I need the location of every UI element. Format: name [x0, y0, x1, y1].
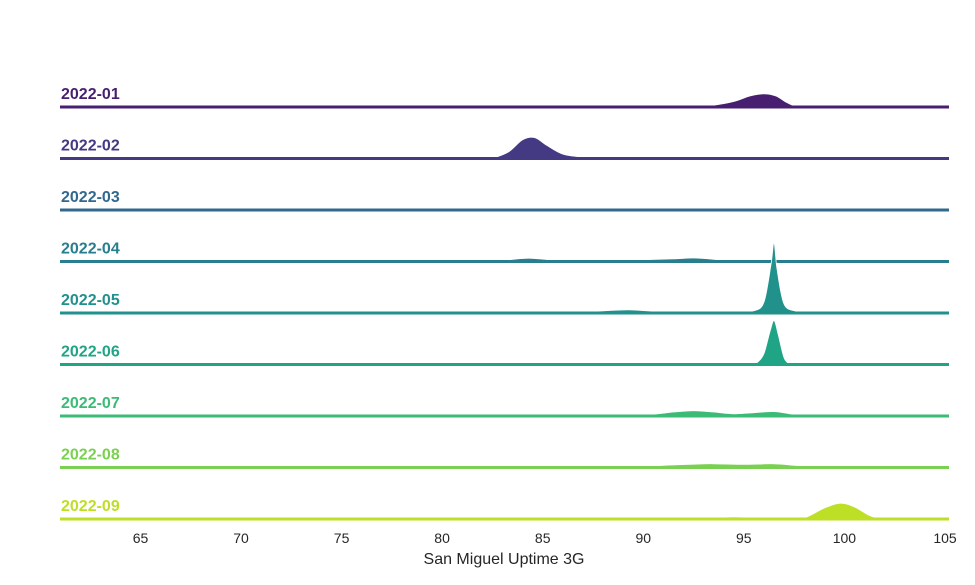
- row-label-2022-08: 2022-08: [61, 447, 120, 464]
- row-label-2022-07: 2022-07: [61, 395, 120, 412]
- x-tick-label: 85: [535, 530, 551, 546]
- x-tick-label: 95: [736, 530, 752, 546]
- ridge-2022-02: 2022-02: [60, 136, 949, 160]
- row-label-2022-06: 2022-06: [61, 344, 120, 361]
- row-label-2022-09: 2022-09: [61, 498, 120, 515]
- x-axis-title: San Miguel Uptime 3G: [424, 551, 585, 568]
- row-label-2022-01: 2022-01: [61, 86, 120, 103]
- ridge-2022-09: 2022-09: [60, 498, 949, 521]
- density-area-2022-09: [693, 502, 881, 520]
- density-area-2022-01: [693, 93, 797, 108]
- ridge-2022-06: 2022-06: [60, 320, 949, 366]
- x-tick-label: 105: [933, 530, 957, 546]
- row-label-2022-05: 2022-05: [61, 292, 120, 309]
- row-label-2022-02: 2022-02: [61, 138, 120, 155]
- row-label-2022-04: 2022-04: [61, 241, 120, 258]
- density-area-2022-05: [572, 242, 805, 314]
- ridge-2022-05: 2022-05: [60, 242, 949, 315]
- row-label-2022-03: 2022-03: [61, 189, 120, 206]
- ridge-2022-08: 2022-08: [60, 447, 949, 469]
- x-axis: 65 70 75 80 85 90 95 100 105: [133, 530, 957, 546]
- ridge-2022-07: 2022-07: [60, 395, 949, 418]
- x-tick-label: 65: [133, 530, 149, 546]
- x-tick-label: 70: [233, 530, 249, 546]
- ridges: 2022-01 2022-02 2022-03 2022-04 2022-05 2022-…: [60, 86, 949, 521]
- density-area-2022-02: [492, 136, 664, 159]
- ridge-2022-03: 2022-03: [60, 189, 949, 212]
- x-tick-label: 90: [636, 530, 652, 546]
- x-tick-label: 80: [434, 530, 450, 546]
- x-tick-label: 75: [334, 530, 350, 546]
- density-area-2022-06: [703, 320, 792, 365]
- x-tick-label: 100: [833, 530, 857, 546]
- ridge-2022-01: 2022-01: [60, 86, 949, 109]
- ridge-2022-04: 2022-04: [60, 241, 949, 263]
